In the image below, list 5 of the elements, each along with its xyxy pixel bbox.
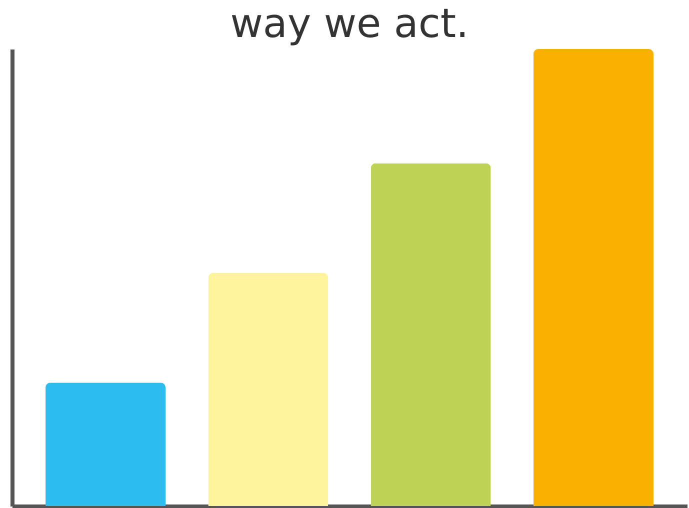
- bar: [370, 163, 491, 506]
- chart-title: way we act.: [230, 1, 469, 47]
- bar: [46, 382, 166, 506]
- bar: [208, 272, 328, 506]
- bar: [533, 49, 654, 506]
